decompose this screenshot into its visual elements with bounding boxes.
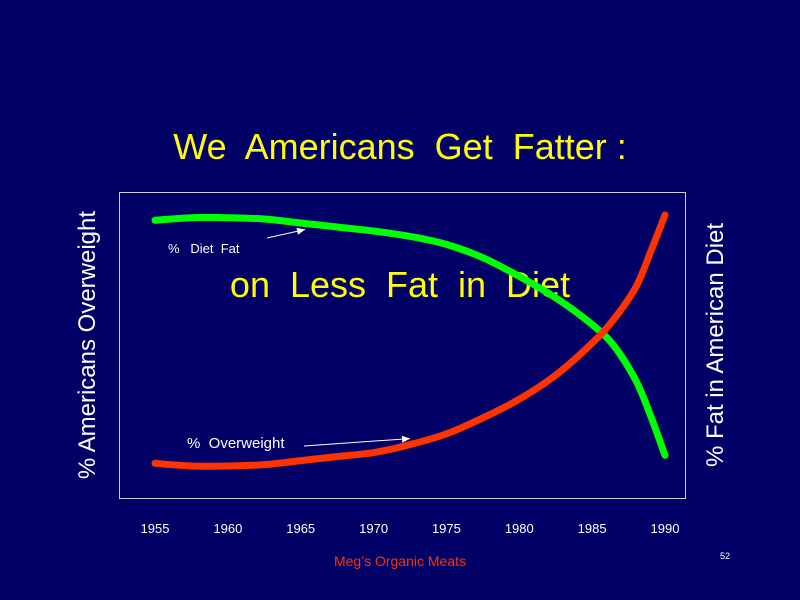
x-tick-label: 1990 bbox=[651, 521, 680, 536]
annotation-arrowhead bbox=[401, 435, 410, 443]
annotation-arrow bbox=[303, 438, 411, 447]
x-tick-label: 1980 bbox=[505, 521, 534, 536]
x-tick-label: 1955 bbox=[141, 521, 170, 536]
annotation-label: % Diet Fat bbox=[168, 241, 240, 256]
series-line-diet-fat bbox=[151, 213, 669, 459]
x-tick-label: 1975 bbox=[432, 521, 461, 536]
page-number: 52 bbox=[720, 551, 731, 561]
x-tick-label: 1965 bbox=[286, 521, 315, 536]
title-line-2: on Less Fat in Diet bbox=[229, 264, 571, 305]
plot-area-frame bbox=[119, 192, 686, 499]
annotation-arrowhead bbox=[296, 227, 306, 235]
x-tick-label: 1970 bbox=[359, 521, 388, 536]
annotation-label: % Overweight bbox=[187, 435, 285, 452]
slide-title: We Americans Get Fatter : on Less Fat in… bbox=[0, 32, 800, 354]
footer-credit: Meg’s Organic Meats bbox=[333, 553, 466, 569]
title-line-1: We Americans Get Fatter : bbox=[173, 126, 627, 167]
x-tick-label: 1985 bbox=[578, 521, 607, 536]
series-line-overweight bbox=[151, 211, 669, 470]
x-tick-label: 1960 bbox=[213, 521, 242, 536]
